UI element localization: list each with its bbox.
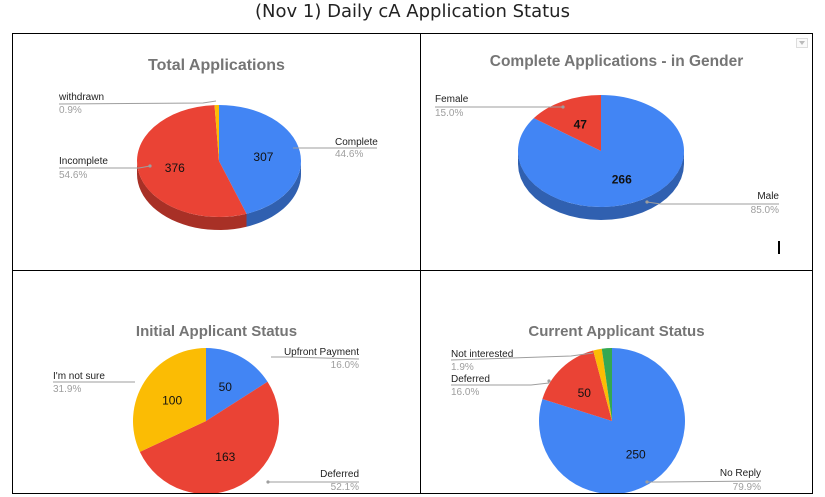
- slice-label: withdrawn: [58, 92, 104, 103]
- slice-label: No Reply: [720, 468, 761, 479]
- pie-slice-complete: [219, 105, 301, 214]
- slice-percent: 44.6%: [335, 149, 363, 160]
- chart-title: Complete Applications - in Gender: [490, 53, 743, 70]
- slice-label: Complete: [335, 137, 378, 148]
- slice-value-label: 50: [219, 380, 233, 394]
- slice-value-label: 307: [253, 150, 273, 164]
- pie-side-incomplete: [137, 161, 247, 230]
- leader-line: [58, 100, 217, 105]
- slice-value-label: 376: [165, 161, 185, 175]
- leader-line: [450, 352, 594, 361]
- chart-title: Total Applications: [148, 57, 285, 74]
- slice-percent: 85.0%: [751, 205, 779, 216]
- pie-slice-deferred: [139, 381, 279, 493]
- slice-percent: 16.0%: [451, 387, 479, 398]
- chart-grid: Total Applications 307 376 Complete 44.6% Inc…: [12, 33, 813, 494]
- slice-label: Deferred: [451, 374, 490, 385]
- slice-value-label: 100: [162, 393, 182, 407]
- slice-label: Deferred: [320, 469, 359, 480]
- slice-value-label: 47: [574, 118, 588, 132]
- pie-side-male: [518, 151, 684, 220]
- slice-percent: 54.6%: [59, 170, 87, 181]
- slice-value-label: 266: [612, 172, 632, 186]
- leader-line: [451, 382, 550, 386]
- pie-side-complete: [246, 161, 301, 227]
- leader-line: [59, 165, 151, 169]
- pie-slice-i-m-not-sure: [133, 348, 206, 452]
- pie-slice-no-reply: [539, 348, 685, 493]
- leader-line: [647, 480, 762, 483]
- text-cursor-icon: [778, 241, 780, 254]
- chart-title: Initial Applicant Status: [136, 323, 297, 340]
- slice-percent: 31.9%: [53, 384, 81, 395]
- leader-line: [271, 356, 360, 360]
- page-title: (Nov 1) Daily cA Application Status: [255, 1, 570, 22]
- pie-chart-3: Initial Applicant Status 50 163 100 Upfront …: [53, 323, 360, 493]
- slice-percent: 52.1%: [331, 482, 359, 493]
- slice-percent: 0.9%: [59, 105, 82, 116]
- leader-line: [646, 201, 779, 205]
- pie-slice-upfront-payment: [206, 348, 268, 421]
- slice-value-label: 250: [626, 447, 646, 461]
- pie-slice-withdrawn: [214, 105, 219, 161]
- slice-label: I'm not sure: [53, 371, 105, 382]
- slice-label: Upfront Payment: [284, 347, 359, 358]
- chart-gender: Complete Applications - in Gender 266 47 Ma…: [421, 34, 812, 270]
- pie-slice-female: [533, 95, 601, 151]
- pie-slice-deferred: [542, 350, 612, 421]
- slice-label: Not interested: [451, 349, 513, 360]
- slice-percent: 16.0%: [331, 360, 359, 371]
- pie-chart-4: Current Applicant Status 250 50 No Reply 79.…: [450, 323, 762, 493]
- chart-initial-applicant-status: Initial Applicant Status 50 163 100 Upfront …: [13, 271, 420, 493]
- slice-label: Incomplete: [59, 156, 108, 167]
- grid-divider-horizontal: [13, 270, 812, 271]
- grid-divider-vertical: [420, 34, 421, 493]
- slice-percent: 1.9%: [451, 362, 474, 373]
- chart-current-applicant-status: Current Applicant Status 250 50 No Reply 79.…: [421, 271, 812, 493]
- slice-value-label: 50: [578, 386, 592, 400]
- slice-label: Male: [757, 191, 779, 202]
- slice-value-label: 163: [215, 450, 235, 464]
- pie-slice-incomplete: [137, 105, 247, 217]
- pie-slice-not-interested: [593, 348, 612, 421]
- chart-title: Current Applicant Status: [528, 323, 704, 340]
- slice-percent: 15.0%: [435, 108, 463, 119]
- pie-chart-2: Complete Applications - in Gender 266 47 Ma…: [435, 53, 779, 220]
- pie-slice-other: [601, 348, 612, 421]
- slice-percent: 79.9%: [733, 482, 761, 493]
- slice-label: Female: [435, 94, 469, 105]
- chart-total-applications: Total Applications 307 376 Complete 44.6% Inc…: [13, 34, 420, 270]
- chart-menu-icon[interactable]: [796, 38, 808, 48]
